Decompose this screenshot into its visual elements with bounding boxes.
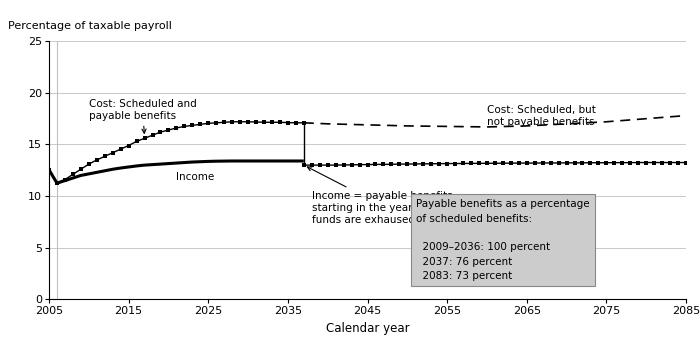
Text: Percentage of taxable payroll: Percentage of taxable payroll <box>8 21 171 31</box>
Text: Income: Income <box>176 172 215 182</box>
Text: Income = payable benefits
starting in the year the trust
funds are exhaused (203: Income = payable benefits starting in th… <box>307 167 461 224</box>
X-axis label: Calendar year: Calendar year <box>326 322 409 335</box>
Text: Cost: Scheduled, but
not payable benefits: Cost: Scheduled, but not payable benefit… <box>487 105 596 127</box>
Text: Payable benefits as a percentage
of scheduled benefits:

  2009–2036: 100 percen: Payable benefits as a percentage of sche… <box>416 199 589 281</box>
Text: Cost: Scheduled and
payable benefits: Cost: Scheduled and payable benefits <box>89 99 197 133</box>
